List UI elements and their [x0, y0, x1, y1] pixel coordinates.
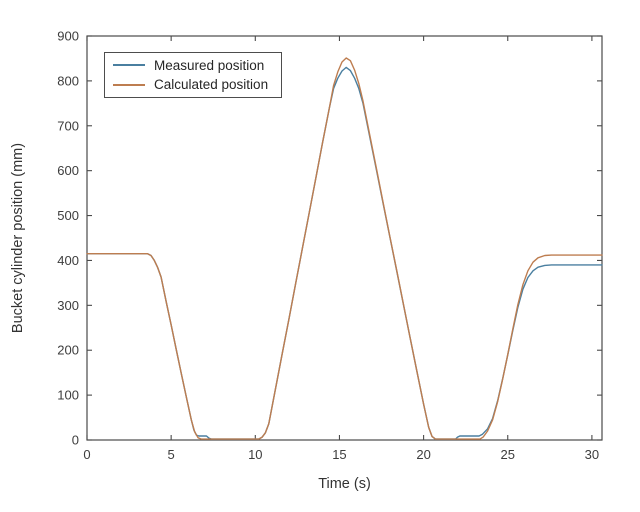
legend-item-calculated: Calculated position — [105, 76, 281, 94]
calculated-line-swatch — [113, 83, 145, 86]
axes-box — [86, 35, 603, 441]
y-tick-label: 100 — [57, 388, 79, 403]
y-tick-label: 200 — [57, 343, 79, 358]
x-tick-label: 10 — [248, 447, 262, 462]
x-tick-label: 20 — [416, 447, 430, 462]
y-tick-label: 600 — [57, 163, 79, 178]
calculated-position-line — [86, 57, 603, 440]
x-tick-label: 5 — [168, 447, 175, 462]
measured-line-swatch — [113, 64, 145, 67]
y-tick-label: 0 — [72, 433, 79, 448]
y-tick-label: 300 — [57, 298, 79, 313]
y-tick-label: 400 — [57, 253, 79, 268]
legend-label-calculated: Calculated position — [154, 76, 269, 92]
legend-label-measured: Measured position — [154, 57, 265, 73]
x-axis-label: Time (s) — [318, 476, 371, 492]
x-tick-label: 0 — [83, 447, 90, 462]
legend: Measured position Calculated position — [104, 52, 282, 98]
y-tick-label: 700 — [57, 118, 79, 133]
x-tick-label: 30 — [585, 447, 599, 462]
y-axis-label: Bucket cylinder position (mm) — [10, 143, 26, 333]
y-tick-label: 500 — [57, 208, 79, 223]
x-tick-label: 25 — [501, 447, 515, 462]
y-tick-label: 800 — [57, 73, 79, 88]
y-tick-label: 900 — [57, 29, 79, 44]
legend-item-measured: Measured position — [105, 56, 281, 74]
measured-position-line — [86, 66, 603, 440]
x-tick-label: 15 — [332, 447, 346, 462]
